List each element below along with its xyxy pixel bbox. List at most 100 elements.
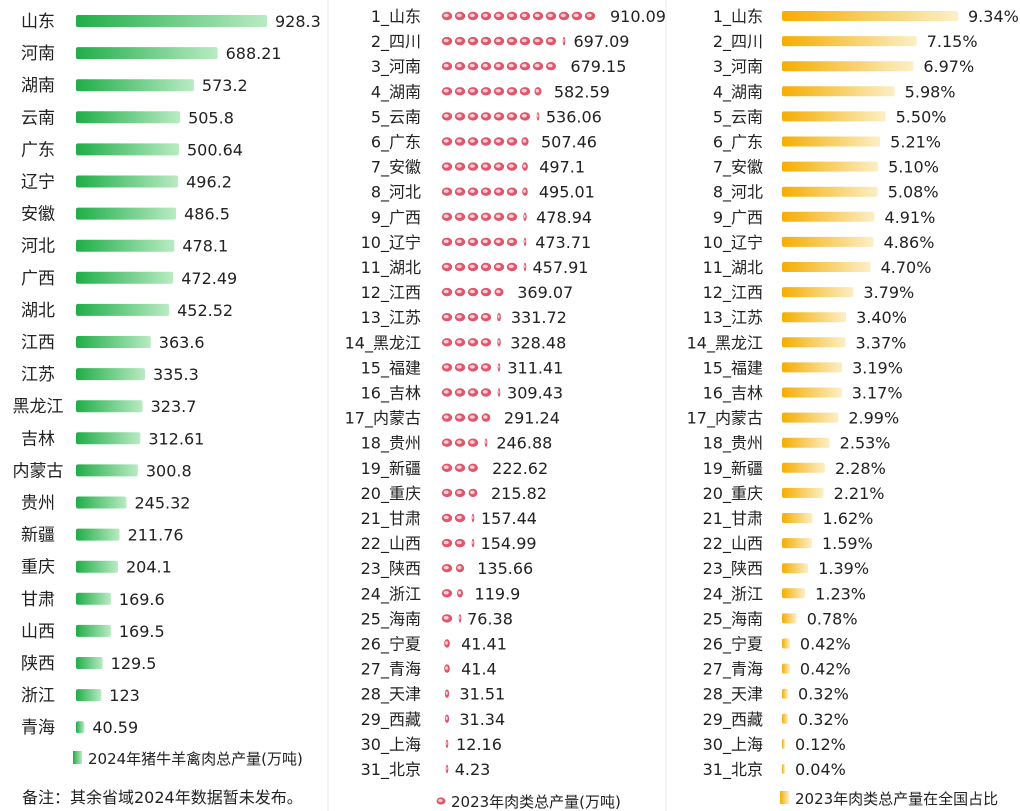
category-label: 浙江	[21, 686, 55, 706]
category-label: 3_河南	[713, 57, 763, 77]
value-label: 0.42%	[800, 660, 851, 679]
bar	[782, 738, 785, 749]
meat-icon	[454, 463, 466, 472]
value-label: 679.15	[570, 57, 626, 76]
bar	[782, 764, 785, 774]
meat-icon-fat	[469, 390, 475, 394]
meat-icon	[454, 413, 466, 422]
legend-swatch	[73, 751, 82, 764]
meat-icon	[480, 262, 492, 272]
value-label: 211.76	[128, 526, 184, 545]
meat-icon-fat	[521, 13, 527, 18]
meat-icon	[441, 187, 453, 196]
bar	[76, 689, 102, 702]
value-label: 2.99%	[848, 409, 899, 428]
value-label: 245.32	[134, 494, 190, 513]
value-label: 311.41	[507, 358, 563, 377]
meat-icon-fat	[482, 289, 488, 294]
bar	[76, 336, 151, 348]
meat-icon	[468, 488, 478, 498]
meat-icon	[493, 61, 505, 71]
category-label: 贵州	[21, 494, 55, 514]
meat-icon	[506, 162, 518, 171]
category-label: 18_贵州	[703, 434, 763, 454]
meat-icon-fat	[443, 264, 449, 269]
meat-icon-fat	[482, 189, 488, 193]
category-label: 26_宁夏	[703, 635, 763, 655]
meat-icon	[454, 61, 466, 71]
meat-icon	[467, 313, 479, 322]
meat-icon-fat	[496, 289, 501, 294]
value-label: 7.15%	[927, 32, 978, 51]
meat-icon	[467, 36, 479, 46]
category-label: 云南	[21, 108, 55, 128]
value-label: 3.79%	[863, 283, 914, 302]
meat-icon-fat	[482, 365, 488, 369]
meat-icon-fat	[443, 540, 449, 545]
meat-icon	[467, 388, 479, 397]
meat-icon	[454, 212, 466, 221]
meat-icon	[532, 11, 544, 21]
meat-icon	[523, 262, 527, 272]
meat-icon-fat	[443, 415, 449, 419]
value-label: 154.99	[481, 534, 537, 553]
meat-icon-fat	[469, 415, 475, 419]
value-label: 41.41	[461, 635, 507, 654]
bar	[76, 143, 180, 156]
meat-icon-fat	[469, 440, 475, 444]
value-label: 169.6	[119, 590, 165, 609]
meat-icon-fat	[483, 415, 488, 419]
category-label: 21_甘肃	[361, 509, 421, 529]
meat-icon	[506, 61, 518, 71]
meat-icon-fat	[508, 189, 514, 193]
meat-icon-fat	[456, 13, 462, 18]
meat-icon	[534, 87, 542, 96]
bar	[782, 61, 914, 72]
meat-icon-fat	[456, 365, 462, 369]
meat-icon-fat	[498, 390, 500, 394]
category-label: 内蒙古	[13, 461, 64, 481]
meat-icon	[494, 287, 504, 297]
category-label: 25_海南	[361, 609, 421, 629]
meat-icon-fat	[456, 540, 462, 545]
meat-icon	[441, 212, 453, 221]
meat-icon-fat	[443, 214, 449, 218]
value-label: 312.61	[148, 429, 204, 448]
category-label: 14_黑龙江	[687, 333, 763, 353]
meat-icon	[471, 513, 475, 523]
category-label: 6_广东	[371, 133, 421, 153]
meat-icon	[480, 187, 492, 196]
category-label: 辽宁	[21, 173, 55, 193]
meat-icon-fat	[443, 239, 449, 244]
category-label: 27_青海	[703, 660, 763, 680]
category-label: 10_辽宁	[703, 233, 763, 253]
meat-icon	[480, 313, 492, 322]
meat-icon-fat	[443, 38, 449, 43]
meat-icon	[444, 689, 450, 698]
meat-icon	[480, 11, 492, 21]
category-label: 16_吉林	[703, 384, 763, 404]
value-label: 1.23%	[815, 584, 866, 603]
meat-icon	[562, 36, 566, 46]
value-label: 129.5	[111, 654, 157, 673]
meat-icon-fat	[495, 88, 501, 93]
bar	[782, 638, 790, 649]
meat-icon-fat	[469, 164, 475, 168]
meat-icon	[480, 137, 492, 146]
meat-icon	[454, 363, 466, 372]
meat-icon	[480, 36, 492, 46]
category-label: 16_吉林	[361, 384, 421, 404]
bar	[782, 462, 825, 473]
value-label: 157.44	[481, 509, 537, 528]
meat-icon	[454, 338, 466, 347]
meat-icon	[454, 538, 466, 548]
meat-icon-fat	[446, 741, 448, 746]
value-label: 697.09	[573, 32, 629, 51]
meat-icon-fat	[469, 189, 475, 193]
value-label: 31.51	[459, 685, 505, 704]
category-label: 29_西藏	[361, 710, 421, 730]
meat-icon	[493, 162, 505, 171]
value-label: 486.5	[184, 205, 230, 224]
value-label: 5.98%	[905, 82, 956, 101]
meat-icon-fat	[495, 114, 501, 118]
